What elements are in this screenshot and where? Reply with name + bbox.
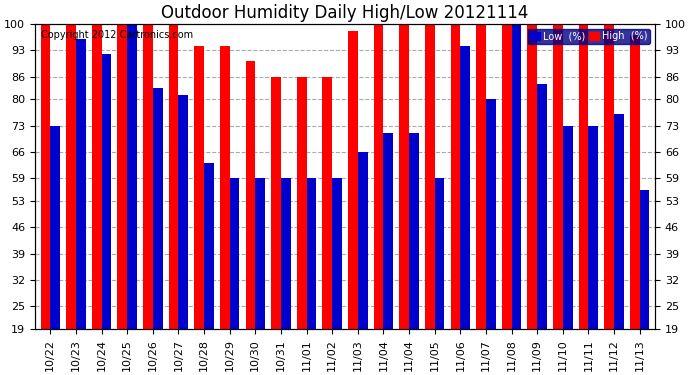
Bar [66,0,76,329]
Bar [281,178,290,329]
Bar [297,76,306,329]
Bar [179,95,188,329]
Bar [246,62,255,329]
Bar [589,126,598,329]
Bar [322,76,332,329]
Bar [348,31,358,329]
Bar [511,16,522,329]
Title: Outdoor Humidity Daily High/Low 20121114: Outdoor Humidity Daily High/Low 20121114 [161,4,529,22]
Bar [630,35,640,329]
Bar [41,0,50,329]
Bar [579,0,589,329]
Bar [640,190,649,329]
Bar [143,0,152,329]
Bar [92,0,101,329]
Bar [332,178,342,329]
Bar [374,24,384,329]
Bar [152,88,163,329]
Bar [451,0,460,329]
Bar [553,0,563,329]
Bar [168,24,179,329]
Bar [425,1,435,329]
Bar [101,54,111,329]
Bar [204,163,214,329]
Bar [127,0,137,329]
Bar [384,133,393,329]
Bar [435,178,444,329]
Bar [460,46,470,329]
Bar [400,24,409,329]
Bar [614,114,624,329]
Bar [502,0,511,329]
Bar [255,178,265,329]
Bar [563,126,573,329]
Bar [604,0,614,329]
Bar [538,84,547,329]
Bar [271,76,281,329]
Bar [486,99,495,329]
Bar [476,0,486,329]
Bar [409,133,419,329]
Bar [76,39,86,329]
Legend: Low  (%), High  (%): Low (%), High (%) [527,28,650,44]
Bar [50,126,60,329]
Bar [527,0,538,329]
Bar [195,46,204,329]
Bar [220,46,230,329]
Bar [358,152,368,329]
Bar [117,0,127,329]
Bar [306,178,316,329]
Text: Copyright 2012 Cartronics.com: Copyright 2012 Cartronics.com [41,30,193,40]
Bar [230,178,239,329]
